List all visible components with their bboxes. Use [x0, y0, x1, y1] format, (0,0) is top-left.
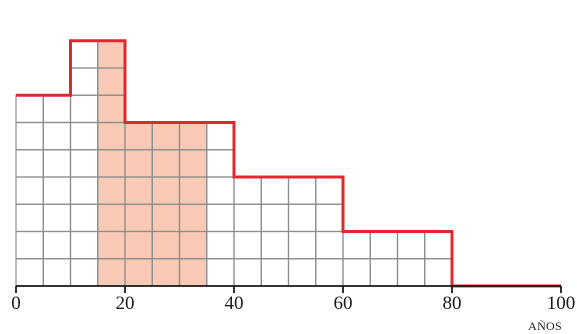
- grid-cell: [42, 258, 72, 287]
- grid-cell: [315, 203, 344, 233]
- grid-cell: [315, 230, 344, 260]
- grid-cell: [15, 121, 44, 151]
- grid-cell: [69, 94, 99, 124]
- grid-cell: [69, 230, 99, 260]
- grid-cell: [42, 94, 72, 124]
- histogram-outline: [16, 39, 561, 288]
- outline-path: [16, 39, 561, 288]
- grid-cell: [424, 258, 453, 287]
- grid-cell: [287, 258, 317, 287]
- x-tick-label: 60: [334, 293, 353, 314]
- grid-cell: [233, 230, 262, 260]
- grid-cell: [69, 258, 99, 287]
- grid-cell: [69, 149, 99, 178]
- x-axis-label: AÑOS: [528, 319, 562, 333]
- grid-cell: [260, 176, 290, 205]
- grid-cell: [42, 121, 72, 151]
- grid-cell: [396, 230, 426, 260]
- grid-cell: [287, 230, 317, 260]
- grid-cell: [42, 230, 72, 260]
- grid-cell: [369, 230, 399, 260]
- grid-cell: [206, 203, 235, 233]
- grid-cell: [396, 258, 426, 287]
- grid-cell: [287, 203, 317, 233]
- grid-cell: [206, 230, 235, 260]
- grid-cell: [15, 230, 44, 260]
- x-tick-label: 80: [443, 293, 462, 314]
- grid-cell: [15, 258, 44, 287]
- grid-cell: [342, 258, 371, 287]
- grid-cell: [206, 176, 235, 205]
- grid-cell: [69, 176, 99, 205]
- x-tick-label: 100: [547, 293, 576, 314]
- grid-cell: [315, 258, 344, 287]
- grid-cell: [69, 121, 99, 151]
- grid-cell: [69, 203, 99, 233]
- grid-cell: [15, 149, 44, 178]
- grid-cell: [287, 176, 317, 205]
- grid-cell: [69, 67, 99, 96]
- grid-cell: [260, 258, 290, 287]
- x-tick-label: 40: [225, 293, 244, 314]
- grid-cell: [233, 203, 262, 233]
- grid-cell: [233, 176, 262, 205]
- grid-cells: [15, 40, 453, 287]
- grid-cell: [206, 258, 235, 287]
- x-axis: 0 20 40 60 80 100: [11, 285, 576, 314]
- grid-cell: [206, 121, 235, 151]
- grid-cell: [342, 230, 371, 260]
- grid-cell: [42, 149, 72, 178]
- grid-cell: [260, 203, 290, 233]
- grid-cell: [424, 230, 453, 260]
- grid-cell: [260, 230, 290, 260]
- grid-cell: [233, 258, 262, 287]
- x-tick-label: 0: [11, 293, 21, 314]
- grid-cell: [15, 176, 44, 205]
- grid-cell: [69, 40, 99, 69]
- grid-cell: [42, 203, 72, 233]
- grid-cell: [15, 203, 44, 233]
- grid-cell: [42, 176, 72, 205]
- x-tick-label: 20: [116, 293, 135, 314]
- grid-cell: [206, 149, 235, 178]
- grid-cell: [369, 258, 399, 287]
- grid-cell: [315, 176, 344, 205]
- grid-cell: [15, 94, 44, 124]
